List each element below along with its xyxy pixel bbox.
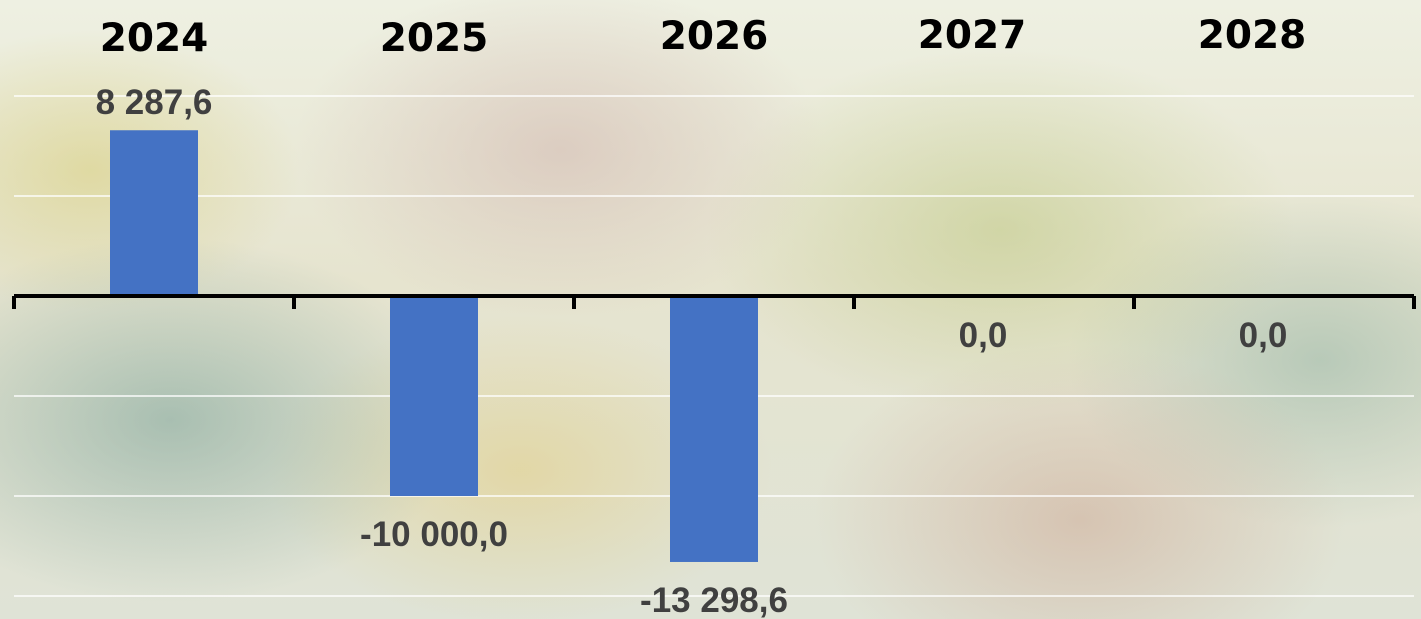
category-label-2027: 2027 bbox=[918, 13, 1027, 58]
category-label-2024: 2024 bbox=[100, 16, 209, 61]
bars bbox=[110, 130, 758, 562]
data-label-2028: 0,0 bbox=[1239, 316, 1288, 355]
data-label-2027: 0,0 bbox=[959, 316, 1008, 355]
category-labels: 2024 2025 2026 2027 2028 bbox=[100, 13, 1307, 61]
bar-2024 bbox=[110, 130, 198, 296]
bar-2026 bbox=[670, 296, 758, 562]
data-labels: 8 287,6 -10 000,0 -13 298,6 0,0 0,0 bbox=[96, 83, 1288, 619]
category-axis bbox=[12, 294, 1416, 309]
category-label-2026: 2026 bbox=[660, 14, 769, 59]
bar-2025 bbox=[390, 296, 478, 496]
data-label-2024: 8 287,6 bbox=[96, 83, 213, 122]
data-label-2026: -13 298,6 bbox=[640, 581, 788, 619]
category-label-2028: 2028 bbox=[1198, 13, 1307, 58]
data-label-2025: -10 000,0 bbox=[360, 515, 508, 554]
category-label-2025: 2025 bbox=[380, 16, 489, 61]
